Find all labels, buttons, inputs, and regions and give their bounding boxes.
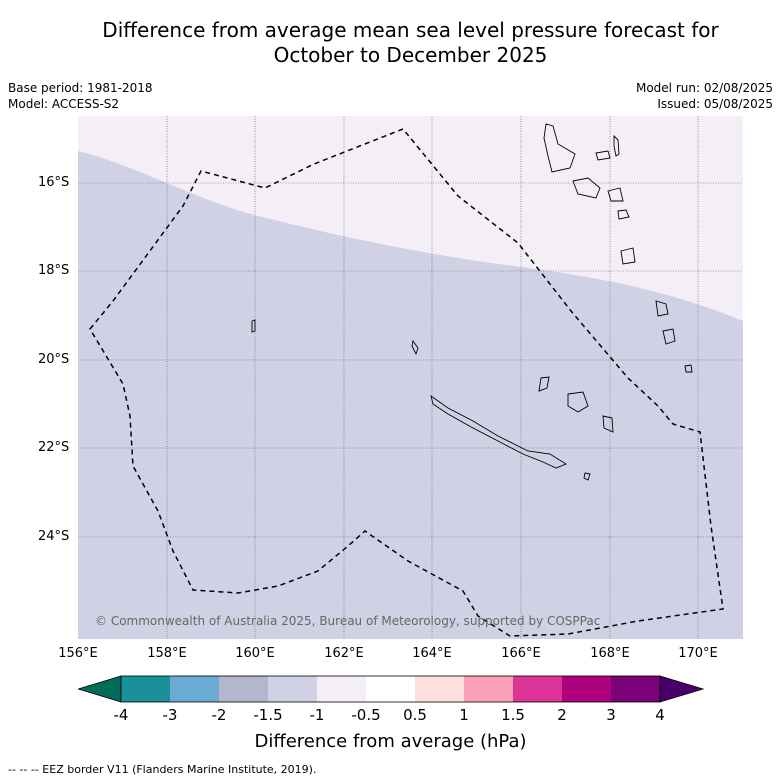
colorbar-bin-3	[219, 676, 268, 702]
eez-footnote: -- -- -- EEZ border V11 (Flanders Marine…	[8, 763, 317, 776]
map-canvas	[78, 116, 743, 639]
graticule	[78, 116, 743, 639]
pentecost-island	[613, 134, 620, 157]
ambrym-island	[607, 187, 624, 202]
lon-label-160e: 160°E	[235, 646, 275, 661]
lon-label-170e: 170°E	[678, 646, 718, 661]
colorbar-frame	[120, 675, 661, 703]
colorbar-label: -3	[162, 706, 178, 724]
eez-border	[89, 128, 724, 637]
lat-label-16s: 16°S	[38, 175, 70, 190]
lat-label-18s: 18°S	[38, 263, 70, 278]
colorbar-bin-8	[464, 676, 513, 702]
colorbar-label: -0.5	[351, 706, 381, 724]
colorbar-label: 4	[655, 706, 665, 724]
colorbar-bin-11	[611, 676, 660, 702]
colorbar	[76, 675, 708, 709]
belep-island	[411, 339, 419, 356]
lon-label-164e: 164°E	[412, 646, 452, 661]
new-caledonia-island	[430, 394, 567, 469]
base-period: Base period: 1981-2018	[8, 81, 153, 95]
colorbar-label: 1.5	[501, 706, 525, 724]
colorbar-label: 0.5	[403, 706, 427, 724]
maewo-island	[595, 150, 611, 161]
colorbar-label: 1	[459, 706, 469, 724]
model-run: Model run: 02/08/2025	[635, 81, 773, 95]
colorbar-over-arrow	[659, 675, 705, 703]
colorbar-bin-7	[415, 676, 464, 702]
mare-island	[602, 415, 614, 433]
colorbar-label: -1.5	[253, 706, 283, 724]
issued-date: Issued: 05/08/2025	[657, 97, 773, 111]
reef-islet	[684, 364, 693, 373]
colorbar-bin-6	[366, 676, 415, 702]
colorbar-bin-4	[268, 676, 317, 702]
colorbar-label: 2	[557, 706, 567, 724]
colorbar-title: Difference from average (hPa)	[254, 731, 527, 752]
colorbar-label: 3	[606, 706, 616, 724]
colorbar-bin-10	[562, 676, 611, 702]
matthew-island	[662, 328, 676, 345]
lat-label-20s: 20°S	[38, 352, 70, 367]
map-title: Difference from average mean sea level p…	[0, 18, 781, 68]
colorbar-bin-9	[513, 676, 562, 702]
colorbar-under-arrow	[76, 675, 122, 703]
lon-label-166e: 166°E	[501, 646, 541, 661]
lifou-island	[567, 391, 589, 413]
efate-island	[617, 209, 630, 220]
lon-label-158e: 158°E	[147, 646, 187, 661]
chesterfield-islands	[251, 319, 256, 333]
colorbar-bin-2	[170, 676, 219, 702]
colorbar-svg	[76, 675, 705, 703]
tanna-island	[620, 247, 636, 265]
meta-right: Model run: 02/08/2025 Issued: 05/08/2025	[636, 80, 773, 112]
title-line-1: Difference from average mean sea level p…	[102, 18, 719, 42]
colorbar-label: -2	[211, 706, 227, 724]
colorbar-label: -1	[309, 706, 325, 724]
anomaly-field-neg-1	[78, 116, 743, 321]
colorbar-bin-1	[121, 676, 170, 702]
coastlines	[251, 123, 693, 481]
isle-of-pines	[583, 472, 591, 481]
title-line-2: October to December 2025	[273, 43, 548, 67]
colorbar-bin-5	[317, 676, 366, 702]
lon-label-156e: 156°E	[58, 646, 98, 661]
ouvea-island	[538, 376, 550, 392]
espiritu-santo-island	[543, 123, 576, 173]
hunter-island	[655, 300, 669, 317]
lon-label-162e: 162°E	[324, 646, 364, 661]
lat-label-24s: 24°S	[38, 529, 70, 544]
lon-label-168e: 168°E	[590, 646, 630, 661]
map-panel	[78, 116, 743, 639]
meta-left: Base period: 1981-2018 Model: ACCESS-S2	[8, 80, 153, 112]
map-credit: © Commonwealth of Australia 2025, Bureau…	[95, 614, 601, 628]
lat-label-22s: 22°S	[38, 440, 70, 455]
malekula-island	[572, 177, 601, 199]
colorbar-label: -4	[113, 706, 129, 724]
model-name: Model: ACCESS-S2	[8, 97, 120, 111]
